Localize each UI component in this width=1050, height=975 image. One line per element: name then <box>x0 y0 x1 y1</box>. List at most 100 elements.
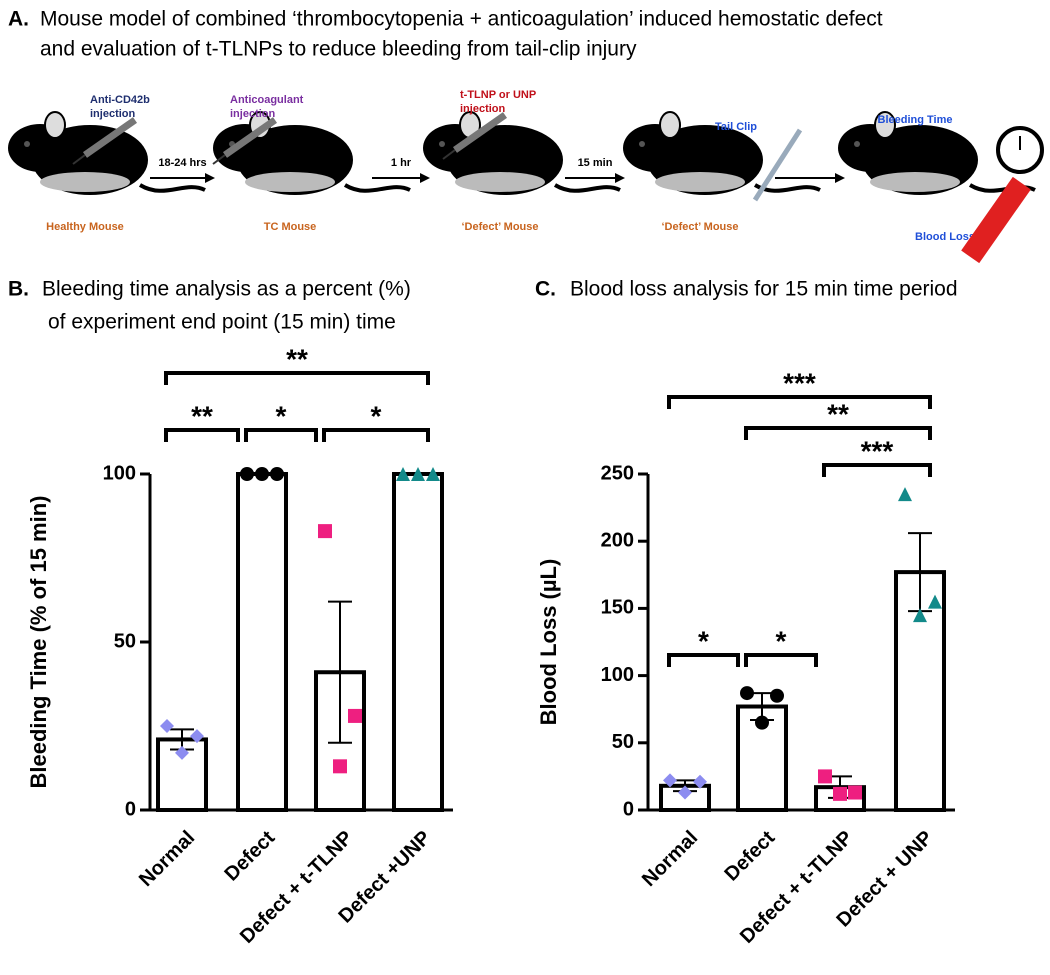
error-bar <box>328 600 352 744</box>
treatment-label: Anticoagulant <box>230 94 304 106</box>
data-point <box>833 786 847 801</box>
data-point <box>270 467 284 481</box>
chart-title: Bleeding time analysis as a percent (%) <box>42 278 411 301</box>
y-tick-label: 200 <box>601 529 634 551</box>
bar <box>236 472 288 812</box>
arrow-head <box>420 173 430 183</box>
data-point <box>678 785 692 800</box>
significance-bracket <box>667 653 740 667</box>
significance-bracket <box>667 395 932 409</box>
y-tick-label: 250 <box>601 462 634 484</box>
stage-name: ‘Defect’ Mouse <box>461 221 538 233</box>
mouse-icon <box>213 111 411 195</box>
data-point <box>411 467 425 481</box>
mouse-belly <box>245 172 335 192</box>
data-point <box>770 688 784 703</box>
panel-label: C. <box>535 278 556 301</box>
y-tick-label: 0 <box>125 798 136 820</box>
needle <box>72 154 86 165</box>
significance-label: * <box>371 400 382 431</box>
data-point <box>160 719 174 733</box>
treatment-label: injection <box>90 108 136 120</box>
needle <box>442 149 456 160</box>
y-tick-label: 0 <box>623 798 634 820</box>
mouse-icon <box>423 111 621 195</box>
y-tick-label: 50 <box>114 630 136 652</box>
x-tick-label: Normal <box>135 827 199 891</box>
significance-label: *** <box>861 435 894 466</box>
blood-tube <box>961 176 1031 264</box>
panel-title: and evaluation of t-TLNPs to reduce blee… <box>40 38 637 61</box>
significance-bracket <box>744 653 818 667</box>
significance-bracket <box>244 428 318 442</box>
mouse-ear <box>44 111 66 139</box>
syringe <box>82 117 138 158</box>
arrow-head <box>615 173 625 183</box>
mouse-eye <box>639 141 645 147</box>
stage-name: TC Mouse <box>264 221 317 233</box>
data-point <box>928 594 942 609</box>
mouse-icon <box>8 111 206 195</box>
mouse-tail <box>343 183 411 193</box>
significance-label: ** <box>191 400 213 431</box>
significance-label: * <box>276 400 287 431</box>
data-point <box>848 785 862 800</box>
y-tick-label: 100 <box>103 462 136 484</box>
treatment-label: Tail Clip <box>715 121 757 133</box>
significance-bracket <box>164 428 240 442</box>
data-point <box>190 729 204 744</box>
treatment-label: injection <box>460 103 506 115</box>
arrow-head <box>835 173 845 183</box>
y-tick-label: 50 <box>612 731 634 753</box>
data-point <box>663 773 677 788</box>
data-point <box>333 759 347 774</box>
syringe <box>222 117 278 158</box>
data-point <box>255 467 269 481</box>
data-point <box>318 524 332 539</box>
stage-name: ‘Defect’ Mouse <box>661 221 738 233</box>
mouse-ear <box>659 111 681 139</box>
data-point <box>755 715 769 730</box>
significance-label: * <box>698 625 709 656</box>
interval-label: 1 hr <box>391 157 412 169</box>
data-point <box>740 686 754 701</box>
data-point <box>240 467 254 481</box>
x-tick-label: Normal <box>638 827 702 891</box>
mouse-ear <box>874 111 896 139</box>
y-axis-title: Bleeding Time (% of 15 min) <box>26 496 51 789</box>
arrow-head <box>205 173 215 183</box>
significance-label: * <box>776 625 787 656</box>
y-axis-title: Blood Loss (µL) <box>536 559 561 726</box>
mouse-belly <box>655 172 745 192</box>
treatment-label: injection <box>230 108 276 120</box>
mouse-eye <box>854 141 860 147</box>
chart-title: of experiment end point (15 min) time <box>48 311 396 334</box>
data-point <box>175 745 189 760</box>
data-point <box>396 467 410 481</box>
scalpel <box>752 128 803 202</box>
outcome-label: Bleeding Time <box>878 114 953 126</box>
x-tick-label: Defect <box>220 826 279 885</box>
significance-label: *** <box>783 367 816 398</box>
significance-bracket <box>322 428 430 442</box>
significance-label: ** <box>827 398 849 429</box>
interval-label: 15 min <box>578 157 613 169</box>
mouse-tail <box>553 183 621 193</box>
chart-title: Blood loss analysis for 15 min time peri… <box>570 278 958 301</box>
data-point <box>693 774 707 789</box>
treatment-label: t-TLNP or UNP <box>460 89 536 101</box>
x-tick-label: Defect <box>720 826 779 885</box>
significance-label: ** <box>286 343 308 374</box>
outcome-label: Blood Loss <box>915 231 975 243</box>
mouse-icon <box>623 111 821 195</box>
mouse-eye <box>439 141 445 147</box>
panel-label: B. <box>8 278 29 301</box>
data-point <box>348 708 362 723</box>
mouse-tail <box>138 183 206 193</box>
mouse-belly <box>40 172 130 192</box>
data-point <box>898 487 912 502</box>
y-tick-label: 150 <box>601 597 634 619</box>
y-tick-label: 100 <box>601 664 634 686</box>
data-point <box>818 769 832 784</box>
